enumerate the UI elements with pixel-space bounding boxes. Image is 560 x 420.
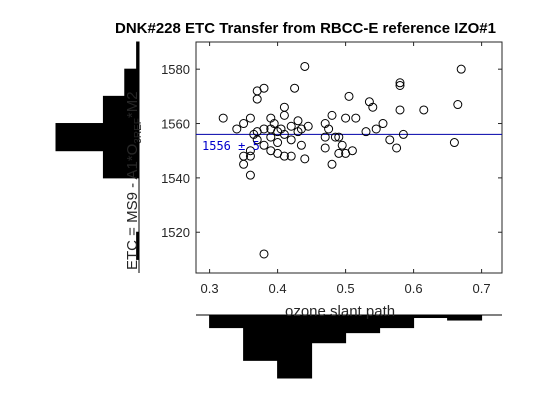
x-histogram-bar (210, 315, 244, 328)
y-axis-label-tail: *M2 (124, 91, 141, 118)
y-tick-label: 1560 (161, 117, 190, 132)
y-axis-label-main: ETC = MS9 - A1*O (124, 144, 141, 270)
plot-area (196, 42, 502, 273)
x-tick-label: 0.7 (473, 281, 491, 296)
y-tick-label: 1580 (161, 62, 190, 77)
x-marginal-histogram (210, 315, 482, 378)
y-axis-label: ETC = MS9 - A1*O3REF*M2 (124, 91, 144, 270)
x-tick-label: 0.5 (337, 281, 355, 296)
mean-annotation: 1556 ± 5 (202, 139, 260, 153)
y-tick-label: 1540 (161, 171, 190, 186)
chart-title: DNK#228 ETC Transfer from RBCC-E referen… (115, 20, 496, 37)
y-axis-label-group: ETC = MS9 - A1*O3REF*M2 (124, 91, 144, 270)
x-tick-label: 0.4 (269, 281, 287, 296)
x-tick-label: 0.3 (201, 281, 219, 296)
x-tick-label: 0.6 (405, 281, 423, 296)
y-axis-label-subscript: 3REF (133, 118, 144, 144)
x-histogram-bar (244, 315, 278, 360)
x-axis-label: ozone slant path (285, 303, 395, 320)
x-histogram-bar (278, 315, 312, 378)
y-tick-label: 1520 (161, 225, 190, 240)
x-histogram-bar (448, 315, 482, 320)
